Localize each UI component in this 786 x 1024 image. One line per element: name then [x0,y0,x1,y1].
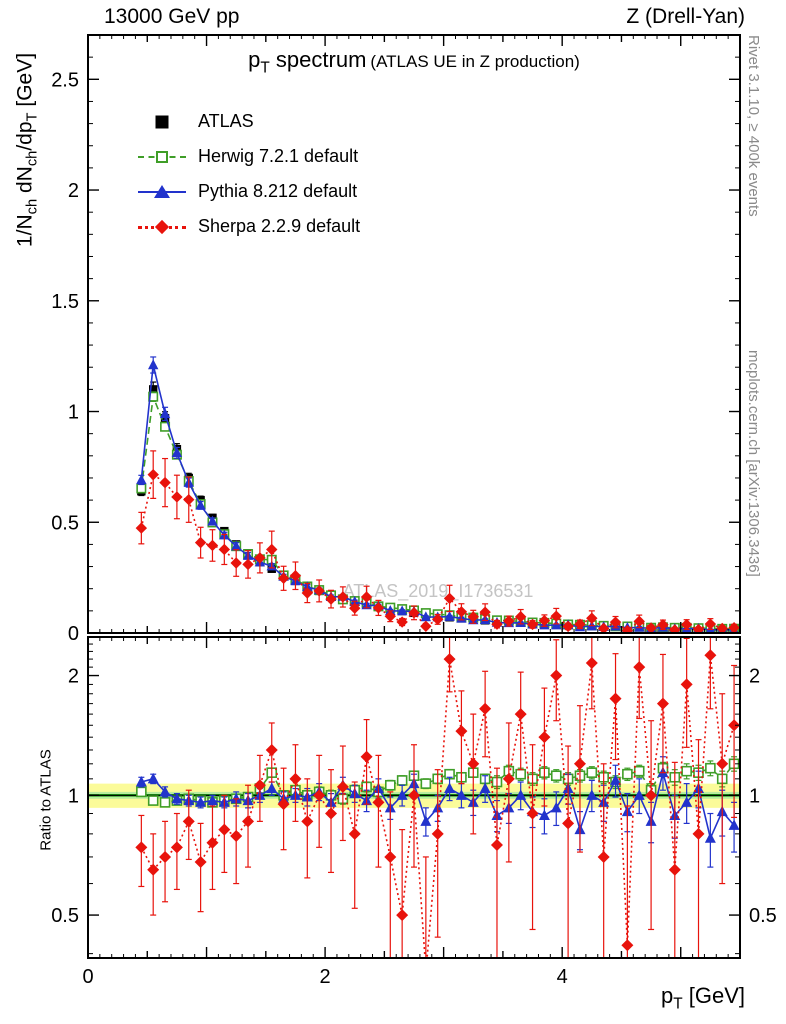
svg-text:0.5: 0.5 [749,905,777,927]
axis-ticks [88,35,740,958]
plot-subtitle: (ATLAS UE in Z production) [370,52,580,71]
atlas-square-marker-icon [138,113,186,131]
herwig-open-square-marker-icon [138,148,186,166]
svg-text:0.5: 0.5 [51,512,79,534]
svg-text:0.5: 0.5 [51,905,79,927]
y-axis-title: 1/Nch dNch/dpT [GeV] [13,52,41,248]
svg-text:0: 0 [82,966,93,988]
sherpa-diamond-marker-icon [138,218,186,236]
svg-text:2.5: 2.5 [51,69,79,91]
pythia-triangle-marker-icon [138,183,186,201]
legend-entry-herwig: Herwig 7.2.1 default [138,139,360,174]
series-ratio-sherpa [135,637,740,958]
axis-tick-labels: 0 0.5 1 1.5 2 2.5 0.5 0.5 1 1 2 2 0 2 4 [51,69,777,988]
svg-text:1.5: 1.5 [51,291,79,313]
process-label: Z (Drell-Yan) [626,5,745,28]
svg-text:1: 1 [68,785,79,807]
main-panel-frame [87,34,741,634]
svg-text:1: 1 [68,402,79,424]
legend-entry-pythia: Pythia 8.212 default [138,174,360,209]
legend-label-herwig: Herwig 7.2.1 default [198,146,359,166]
rivet-version-label: Rivet 3.1.10, ≥ 400k events [745,35,762,217]
series-main-sherpa [135,450,740,633]
watermark: ATLAS_2019_I1736531 [343,581,534,602]
ratio-panel-frame [87,636,741,959]
svg-text:2: 2 [68,666,79,688]
svg-text:2: 2 [68,180,79,202]
legend-label-sherpa: Sherpa 2.2.9 default [198,216,361,236]
svg-text:1: 1 [749,785,760,807]
plot-title: pT spectrum (ATLAS UE in Z production) [88,47,740,77]
legend-label-atlas: ATLAS [198,111,254,131]
ratio-axis-title: Ratio to ATLAS [37,749,55,851]
legend-label-pythia: Pythia 8.212 default [198,181,358,201]
legend-entry-atlas: ATLAS [138,104,360,139]
legend: ATLAS Herwig 7.2.1 default Pythia 8.212 … [138,104,360,244]
plot-title-main: pT spectrum [248,47,367,77]
x-axis-title: pT [GeV] [660,983,745,1013]
beam-energy-label: 13000 GeV pp [104,5,240,28]
legend-entry-sherpa: Sherpa 2.2.9 default [138,209,360,244]
svg-text:2: 2 [749,666,760,688]
svg-text:4: 4 [557,966,568,988]
mcplots-credit-label: mcplots.cern.ch [arXiv:1306.3436] [745,350,762,577]
svg-text:0: 0 [68,623,79,645]
svg-text:2: 2 [320,966,331,988]
